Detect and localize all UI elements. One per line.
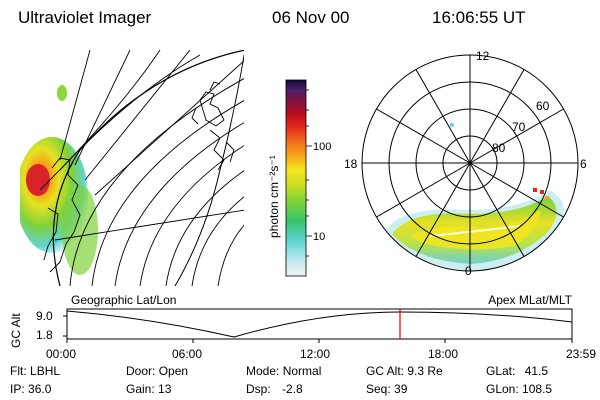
- mlt-label-18: 18: [344, 157, 358, 171]
- altitude-ytick-low: 1.8: [36, 328, 53, 342]
- colorbar-tick-10: 10: [313, 231, 325, 243]
- status-dsp-label: Dsp:: [246, 382, 271, 396]
- status-mode-value: Normal: [282, 364, 322, 378]
- colorbar-ticks: [306, 89, 312, 257]
- instrument-title: Ultraviolet Imager: [18, 8, 152, 27]
- status-glat: GLat: 41.5: [486, 364, 548, 378]
- status-glat-value: 41.5: [524, 364, 549, 378]
- mlt-label-12: 12: [476, 49, 490, 63]
- colorbar-tick-100: 100: [313, 141, 331, 153]
- mlat-label-80: 80: [492, 141, 506, 155]
- status-flt-value: LBHL: [30, 364, 61, 378]
- colorbar: [285, 79, 307, 277]
- status-glon-value: 108.5: [522, 382, 553, 396]
- polar-grid: [361, 54, 579, 272]
- altitude-curve: [66, 310, 573, 338]
- status-seq: Seq: 39: [366, 382, 407, 396]
- altitude-ticks: [63, 315, 573, 343]
- time-tick-2359: 23:59: [566, 347, 596, 361]
- status-dsp: Dsp: -2.8: [246, 382, 303, 396]
- time-tick-0000: 00:00: [46, 347, 76, 361]
- status-mode-label: Mode:: [246, 364, 280, 378]
- status-glon-label: GLon:: [486, 382, 519, 396]
- observation-date: 06 Nov 00: [272, 8, 350, 27]
- status-gcalt: GC Alt: 9.3 Re: [366, 364, 443, 378]
- status-gcalt-label: GC Alt:: [366, 364, 405, 378]
- altitude-axis-label: GC Alt: [9, 313, 23, 348]
- status-door: Door: Open: [126, 364, 188, 378]
- mlt-label-6: 6: [580, 157, 587, 171]
- status-dsp-value: -2.8: [282, 382, 303, 396]
- coastlines: [43, 81, 235, 273]
- colorbar-unit-label: photon cm⁻²s⁻¹: [267, 155, 281, 238]
- altitude-ytick-high: 9.0: [36, 309, 53, 323]
- status-glon: GLon: 108.5: [486, 382, 552, 396]
- status-gain-value: 13: [158, 382, 172, 396]
- status-flt-label: Flt:: [10, 364, 27, 378]
- status-door-value: Open: [158, 364, 189, 378]
- map-label-apex: Apex MLat/MLT: [488, 293, 572, 307]
- status-door-label: Door:: [126, 364, 156, 378]
- status-gain-label: Gain:: [126, 382, 155, 396]
- observation-time: 16:06:55 UT: [432, 8, 526, 27]
- status-ip: IP: 36.0: [10, 382, 51, 396]
- latlon-grid: [39, 50, 244, 286]
- aurora-spot: [57, 85, 67, 101]
- mlat-label-60: 60: [536, 99, 550, 113]
- mlat-label-70: 70: [512, 120, 526, 134]
- time-tick-1800: 18:00: [428, 347, 458, 361]
- status-ip-label: IP:: [10, 382, 25, 396]
- time-tick-0600: 06:00: [172, 347, 202, 361]
- status-seq-label: Seq:: [366, 382, 391, 396]
- mlt-label-0: 0: [465, 264, 472, 278]
- status-gcalt-value: 9.3 Re: [407, 364, 443, 378]
- status-seq-value: 39: [394, 382, 408, 396]
- auroral-oval: [385, 123, 564, 271]
- status-flt: Flt: LBHL: [10, 364, 60, 378]
- altitude-plot-frame: [66, 308, 573, 340]
- map-label-geographic: Geographic Lat/Lon: [71, 293, 176, 307]
- status-mode: Mode: Normal: [246, 364, 321, 378]
- status-ip-value: 36.0: [28, 382, 52, 396]
- status-glat-label: GLat:: [486, 364, 516, 378]
- status-gain: Gain: 13: [126, 382, 171, 396]
- time-tick-1200: 12:00: [300, 347, 330, 361]
